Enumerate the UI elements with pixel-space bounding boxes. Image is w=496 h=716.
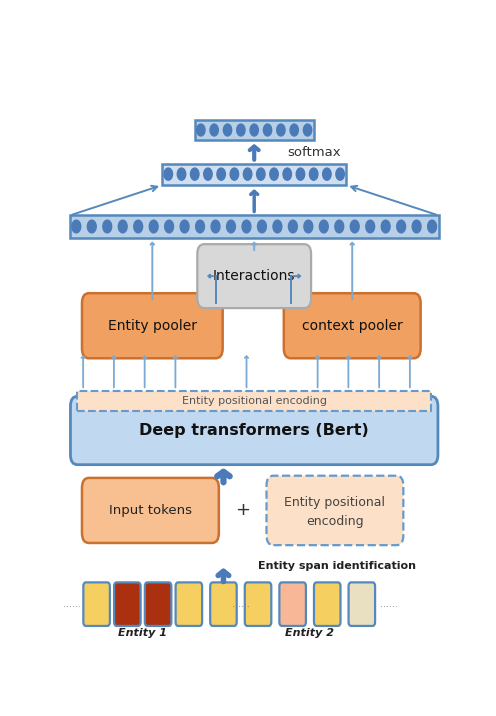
FancyBboxPatch shape (77, 392, 431, 411)
Circle shape (428, 220, 436, 233)
Circle shape (381, 220, 390, 233)
FancyBboxPatch shape (162, 164, 347, 185)
Circle shape (270, 168, 278, 180)
FancyBboxPatch shape (245, 582, 271, 626)
FancyBboxPatch shape (69, 216, 439, 238)
Text: Deep transformers (Bert): Deep transformers (Bert) (139, 423, 369, 438)
Text: ……: …… (232, 600, 249, 609)
Circle shape (323, 168, 331, 180)
Text: Entity positional encoding: Entity positional encoding (182, 396, 327, 406)
Text: Input tokens: Input tokens (109, 504, 192, 517)
Circle shape (134, 220, 143, 233)
Circle shape (336, 168, 344, 180)
Circle shape (230, 168, 239, 180)
FancyBboxPatch shape (145, 582, 171, 626)
Circle shape (335, 220, 344, 233)
Circle shape (223, 124, 232, 136)
Circle shape (412, 220, 421, 233)
Circle shape (257, 220, 266, 233)
Circle shape (263, 124, 272, 136)
Text: softmax: softmax (287, 145, 340, 158)
FancyBboxPatch shape (70, 397, 438, 465)
FancyBboxPatch shape (194, 120, 314, 140)
Circle shape (304, 220, 313, 233)
FancyBboxPatch shape (83, 582, 110, 626)
Circle shape (296, 168, 305, 180)
Circle shape (350, 220, 359, 233)
FancyBboxPatch shape (114, 582, 140, 626)
Circle shape (237, 124, 245, 136)
Circle shape (283, 168, 292, 180)
Circle shape (244, 168, 252, 180)
FancyBboxPatch shape (314, 582, 340, 626)
Circle shape (273, 220, 282, 233)
FancyBboxPatch shape (279, 582, 306, 626)
Text: Entity positional: Entity positional (284, 495, 385, 508)
Text: +: + (235, 501, 250, 519)
FancyBboxPatch shape (266, 475, 403, 545)
Circle shape (227, 220, 236, 233)
Circle shape (87, 220, 96, 233)
Circle shape (72, 220, 81, 233)
Circle shape (217, 168, 225, 180)
Circle shape (256, 168, 265, 180)
Circle shape (195, 220, 204, 233)
FancyBboxPatch shape (197, 244, 311, 308)
Circle shape (190, 168, 199, 180)
Circle shape (211, 220, 220, 233)
Circle shape (289, 220, 297, 233)
Circle shape (290, 124, 299, 136)
Text: Entity 1: Entity 1 (118, 628, 167, 638)
Circle shape (304, 124, 311, 136)
Circle shape (177, 168, 186, 180)
Circle shape (242, 220, 251, 233)
Text: Interactions: Interactions (213, 269, 296, 283)
Circle shape (204, 168, 212, 180)
FancyBboxPatch shape (82, 478, 219, 543)
FancyBboxPatch shape (82, 294, 223, 358)
FancyBboxPatch shape (349, 582, 375, 626)
FancyBboxPatch shape (176, 582, 202, 626)
Text: Entity pooler: Entity pooler (108, 319, 197, 333)
Text: encoding: encoding (306, 515, 364, 528)
Circle shape (165, 220, 174, 233)
Circle shape (149, 220, 158, 233)
Circle shape (103, 220, 112, 233)
Circle shape (180, 220, 189, 233)
Circle shape (164, 168, 173, 180)
Circle shape (210, 124, 218, 136)
FancyBboxPatch shape (210, 582, 237, 626)
FancyBboxPatch shape (284, 294, 421, 358)
Circle shape (366, 220, 374, 233)
Text: ……: …… (380, 600, 398, 609)
Circle shape (119, 220, 127, 233)
Circle shape (310, 168, 318, 180)
Circle shape (319, 220, 328, 233)
Circle shape (197, 124, 205, 136)
Text: context pooler: context pooler (302, 319, 403, 333)
Circle shape (397, 220, 406, 233)
Circle shape (250, 124, 258, 136)
Text: Entity 2: Entity 2 (285, 628, 334, 638)
Text: Entity span identification: Entity span identification (258, 561, 416, 571)
Text: ……: …… (62, 600, 80, 609)
Circle shape (277, 124, 285, 136)
